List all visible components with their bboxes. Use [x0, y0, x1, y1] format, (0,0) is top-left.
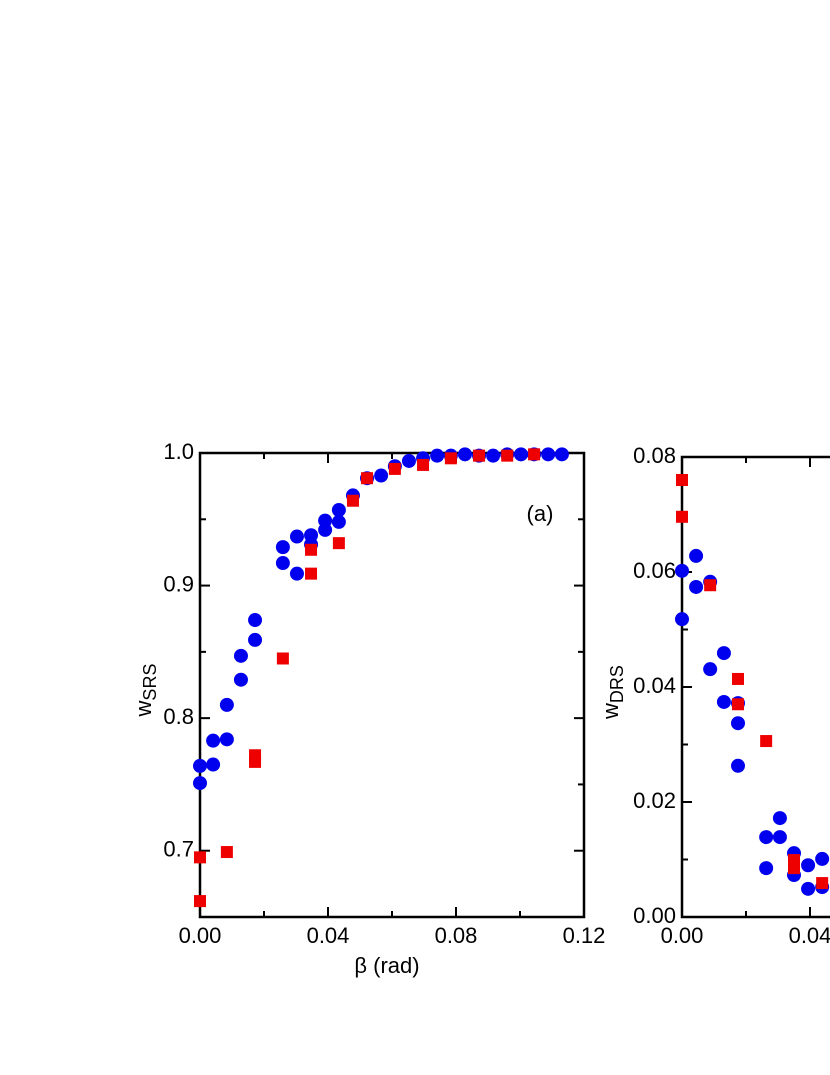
circle-marker	[801, 881, 816, 896]
square-marker	[473, 449, 486, 462]
square-marker	[194, 851, 206, 864]
circle-marker	[689, 548, 704, 563]
y-tick-label: 0.7	[163, 837, 194, 862]
circle-marker	[731, 758, 745, 773]
circle-marker	[206, 757, 221, 772]
circle-marker	[815, 851, 830, 866]
circle-marker	[541, 447, 556, 462]
y-tick-label: 0.08	[633, 443, 676, 468]
circle-marker	[554, 447, 569, 462]
square-marker	[676, 474, 688, 486]
circle-marker	[486, 448, 501, 463]
circle-marker	[374, 468, 389, 483]
circle-marker	[689, 579, 704, 594]
circle-marker	[759, 861, 774, 876]
y-tick-label: 0.02	[633, 788, 676, 813]
circle-marker	[759, 830, 774, 845]
square-marker	[676, 510, 688, 523]
x-tick-label: 0.00	[179, 923, 222, 948]
y-axis-label: wDRS	[598, 665, 627, 720]
circle-marker	[430, 448, 445, 463]
circle-marker	[716, 646, 731, 661]
square-marker	[249, 749, 262, 762]
x-tick-label: 0.04	[307, 923, 350, 948]
circle-marker	[206, 733, 221, 748]
y-axis-label-main: w	[131, 700, 156, 717]
x-axis-label: β (rad)	[354, 953, 419, 978]
square-marker	[305, 567, 318, 580]
circle-marker	[233, 648, 248, 663]
y-tick-label: 0.9	[163, 571, 194, 596]
circle-marker	[275, 540, 290, 555]
x-tick-label: 0.12	[563, 923, 606, 948]
square-marker	[220, 846, 233, 859]
square-marker	[444, 452, 457, 465]
circle-marker	[703, 662, 718, 677]
panel: 0.00 0.04 0.08 0.12 0.7 0.8 0.9 1.0 β (rad) wSRS (…	[131, 439, 606, 978]
circle-marker	[318, 513, 333, 528]
square-marker	[388, 462, 401, 475]
square-marker	[816, 877, 829, 890]
circle-marker	[219, 732, 234, 747]
plot-frame	[680, 455, 830, 919]
square-marker	[346, 494, 359, 507]
circle-marker	[275, 556, 290, 571]
square-marker	[417, 458, 430, 471]
square-marker	[249, 755, 262, 768]
circle-marker	[289, 566, 304, 581]
circle-marker	[772, 811, 787, 826]
y-tick-label: 1.0	[163, 439, 194, 464]
circle-marker	[193, 776, 207, 791]
x-tick-label: 0.00	[661, 923, 704, 948]
panel: 0.00 0.04 0.00 0.02 0.04 0.06 0.08 wDRS	[598, 443, 830, 948]
square-marker	[760, 735, 773, 748]
y-tick-label: 0.04	[633, 673, 676, 698]
y-axis-label-sub: SRS	[140, 664, 160, 701]
circle-marker	[675, 612, 689, 627]
circle-marker	[248, 613, 263, 628]
circle-marker	[457, 447, 472, 462]
square-marker	[332, 537, 345, 550]
y-tick-label: 0.06	[633, 558, 676, 583]
square-marker	[788, 862, 800, 875]
circle-marker	[401, 453, 416, 468]
x-tick-label: 0.04	[789, 923, 830, 948]
circle-marker	[675, 563, 689, 578]
y-tick-label: 0.00	[633, 903, 676, 928]
y-axis-label-main: w	[598, 703, 623, 720]
plot-frame	[198, 451, 586, 919]
square-marker	[528, 448, 541, 461]
circle-marker	[513, 447, 528, 462]
square-marker	[361, 472, 374, 485]
circle-marker	[193, 758, 207, 773]
circle-marker	[331, 503, 346, 518]
square-marker	[276, 652, 289, 665]
circle-marker	[248, 632, 263, 647]
y-tick-label: 0.8	[163, 704, 194, 729]
circle-marker	[233, 672, 248, 687]
circle-marker	[716, 694, 731, 709]
square-marker	[194, 895, 206, 908]
square-marker	[732, 698, 744, 711]
x-tick-label: 0.08	[435, 923, 478, 948]
y-axis-label: wSRS	[131, 664, 160, 718]
circle-marker	[289, 529, 304, 544]
circle-marker	[801, 858, 816, 873]
square-marker	[305, 543, 318, 556]
y-axis-label-sub: DRS	[607, 665, 627, 703]
circle-marker	[772, 830, 787, 845]
annotation: (a)	[527, 501, 554, 526]
circle-marker	[331, 514, 346, 529]
square-marker	[732, 672, 744, 685]
circle-marker	[731, 716, 745, 731]
square-marker	[704, 579, 717, 592]
square-marker	[501, 449, 514, 462]
circle-marker	[219, 697, 234, 712]
